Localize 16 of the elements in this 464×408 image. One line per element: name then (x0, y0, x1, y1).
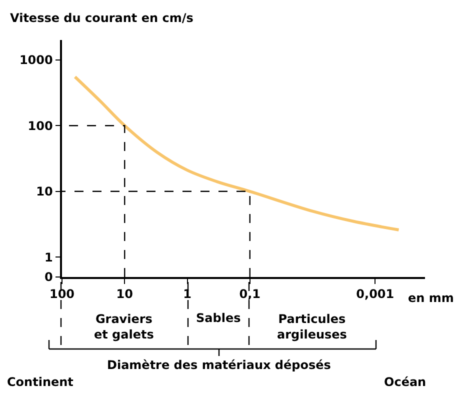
y-tick-label: 1000 (19, 53, 53, 68)
y-tick-label: 1 (44, 250, 53, 264)
y-tick-label: 100 (28, 118, 53, 133)
y-tick-label: 10 (36, 184, 53, 199)
text: Graviers et galets (94, 312, 154, 342)
text: Particules argileuses (277, 312, 347, 342)
x-tick-label: 0,001 (356, 287, 394, 302)
x-tick-label: 0,1 (239, 287, 261, 302)
text: Diamètre des matériaux déposés (107, 358, 331, 372)
y-tick-label: 0 (44, 270, 53, 284)
x-tick-label: 10 (116, 287, 133, 302)
x-axis-title: en mm (408, 291, 454, 305)
y-axis-title: Vitesse du courant en cm/s (10, 11, 194, 25)
text: Sables (196, 311, 241, 325)
text: Continent (7, 375, 74, 389)
text: Océan (384, 375, 426, 389)
